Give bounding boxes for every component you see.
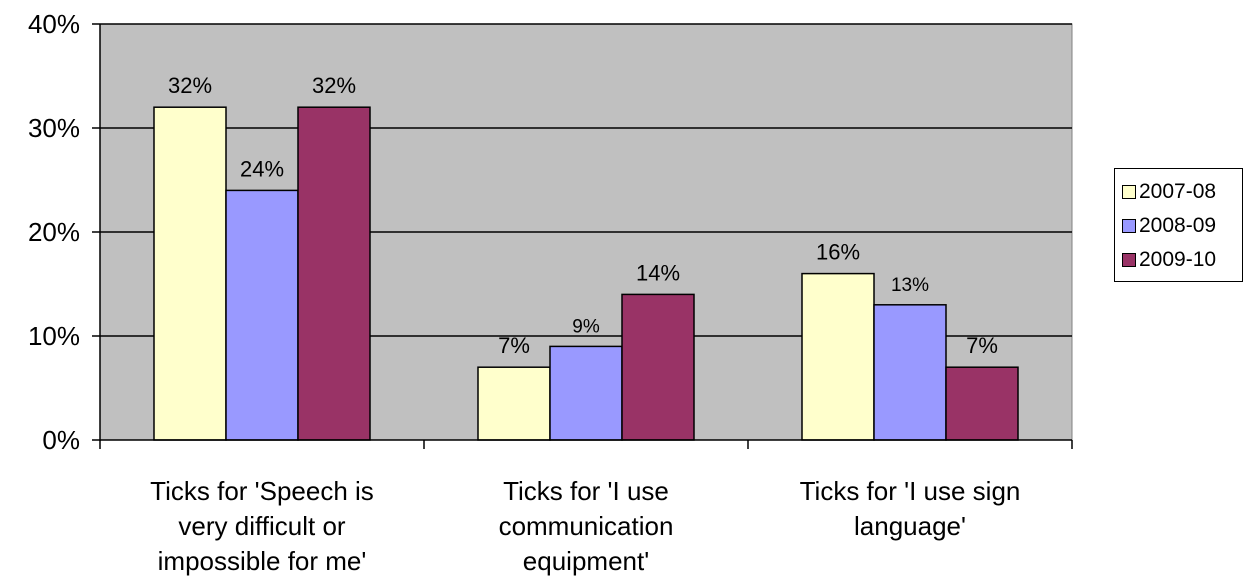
data-label: 32% xyxy=(168,73,212,98)
legend-label: 2009-10 xyxy=(1139,248,1217,271)
category-label: Ticks for 'I use sign xyxy=(800,476,1021,506)
data-labels: 32% 7% 16% 24% 9% 13% 32% 14% 7% xyxy=(168,73,998,358)
data-label: 7% xyxy=(498,333,530,358)
category-label: impossible for me' xyxy=(158,546,367,576)
y-tick-label: 0% xyxy=(42,425,80,455)
y-axis-ticks: 0% 10% 20% 30% 40% xyxy=(28,9,100,455)
data-label: 32% xyxy=(312,73,356,98)
category-labels: Ticks for 'Speech is very difficult or imp… xyxy=(150,476,1020,576)
category-label: Ticks for 'I use xyxy=(503,476,669,506)
category-label: Ticks for 'Speech is xyxy=(150,476,374,506)
legend-item: 2009-10 xyxy=(1115,243,1242,277)
y-tick-label: 20% xyxy=(28,217,80,247)
legend-label: 2008-09 xyxy=(1139,214,1217,237)
bar-2007-08 xyxy=(801,272,875,441)
legend: 2007-08 2008-09 2009-10 xyxy=(1114,168,1243,282)
legend-label: 2007-08 xyxy=(1139,180,1217,203)
legend-swatch xyxy=(1122,219,1136,233)
bar-2009-10 xyxy=(621,293,695,441)
bar-2007-08 xyxy=(477,366,551,441)
bar-2009-10 xyxy=(945,366,1019,441)
category-label: communication xyxy=(499,511,674,541)
data-label: 24% xyxy=(240,156,284,181)
category-label: language' xyxy=(854,511,966,541)
data-label: 7% xyxy=(966,333,998,358)
legend-swatch xyxy=(1122,253,1136,267)
data-label: 16% xyxy=(816,240,860,265)
bar-2008-09 xyxy=(549,345,623,441)
legend-item: 2007-08 xyxy=(1115,175,1242,209)
data-label: 14% xyxy=(636,260,680,285)
category-label: equipment' xyxy=(523,546,649,576)
legend-swatch xyxy=(1122,185,1136,199)
bar-2007-08 xyxy=(153,106,227,441)
category-label: very difficult or xyxy=(178,511,345,541)
bar-2009-10 xyxy=(297,106,371,441)
y-tick-label: 40% xyxy=(28,9,80,39)
bar-2008-09 xyxy=(225,189,299,441)
bar-2008-09 xyxy=(873,304,947,441)
data-label: 9% xyxy=(572,316,600,337)
data-label: 13% xyxy=(891,275,929,296)
legend-item: 2008-09 xyxy=(1115,209,1242,243)
y-tick-label: 10% xyxy=(28,321,80,351)
y-tick-label: 30% xyxy=(28,113,80,143)
